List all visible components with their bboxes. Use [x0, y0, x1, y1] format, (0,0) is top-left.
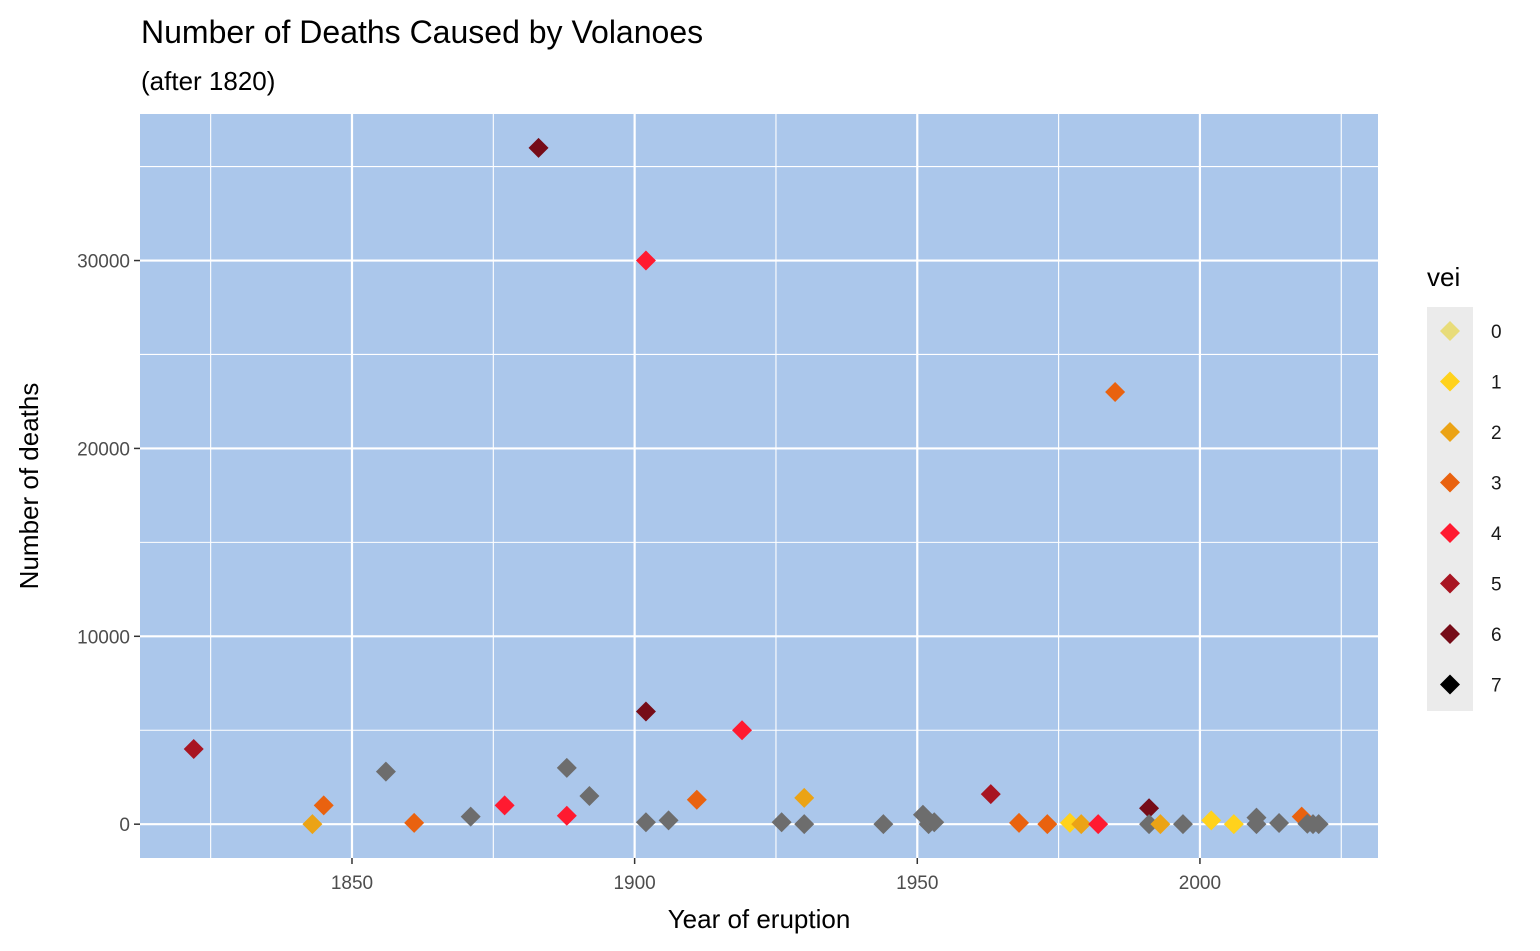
legend-items: 0 1 2 3 4 5 6 7: [1440, 321, 1502, 697]
legend-key-background: [1427, 307, 1473, 711]
data-point: [1308, 814, 1329, 835]
y-tick-label: 30000: [77, 252, 130, 273]
y-tick-label: 10000: [77, 627, 130, 648]
data-point: [183, 739, 204, 760]
data-point: [635, 812, 656, 833]
major-grid: [140, 114, 1378, 858]
y-axis-title: Number of deaths: [14, 383, 44, 590]
legend-label: 3: [1491, 474, 1502, 495]
data-point: [1037, 814, 1058, 835]
minor-grid: [140, 114, 1378, 858]
data-point: [732, 720, 753, 741]
data-point: [1201, 810, 1222, 831]
x-tick-label: 1900: [613, 873, 655, 894]
legend-label: 7: [1491, 676, 1502, 697]
data-point: [556, 805, 577, 826]
y-axis: 0 10000 20000 30000: [77, 252, 140, 836]
legend-key: [1440, 422, 1460, 442]
legend-label: 1: [1491, 373, 1502, 394]
data-point: [1009, 812, 1030, 833]
chart-title: Number of Deaths Caused by Volanoes: [141, 14, 703, 50]
x-axis-title: Year of eruption: [668, 904, 851, 934]
data-point: [635, 250, 656, 271]
y-tick-label: 0: [119, 815, 130, 836]
data-point: [579, 786, 600, 806]
legend-title: vei: [1427, 262, 1460, 292]
legend: vei 0 1 2 3 4 5 6 7: [1427, 262, 1502, 711]
data-point: [1139, 798, 1160, 819]
data-point: [1071, 814, 1092, 835]
data-point: [771, 812, 792, 833]
data-point: [528, 137, 549, 158]
data-point: [1105, 382, 1126, 403]
data-point: [313, 795, 334, 816]
legend-label: 6: [1491, 625, 1502, 646]
x-tick-label: 1850: [331, 873, 373, 894]
x-tick-label: 1950: [896, 873, 938, 894]
data-point: [794, 814, 815, 835]
data-point: [924, 812, 945, 833]
legend-key: [1440, 674, 1460, 695]
data-point: [658, 810, 679, 831]
legend-key: [1440, 624, 1460, 644]
data-point: [460, 806, 481, 827]
data-point: [302, 814, 323, 835]
legend-label: 2: [1491, 423, 1502, 444]
plot-panel: [140, 114, 1378, 858]
legend-key: [1440, 371, 1460, 392]
data-point: [1223, 814, 1244, 835]
data-point: [794, 787, 815, 808]
data-point: [1269, 813, 1290, 834]
legend-label: 4: [1491, 524, 1502, 545]
data-point: [375, 761, 396, 782]
data-point: [556, 757, 577, 778]
legend-key: [1440, 472, 1460, 493]
legend-key: [1440, 321, 1460, 341]
data-point: [873, 814, 894, 835]
data-points: [183, 137, 1329, 835]
data-point: [1088, 814, 1109, 835]
data-point: [1150, 814, 1171, 835]
data-point: [404, 812, 425, 833]
legend-key: [1440, 523, 1460, 543]
x-axis: 1850 1900 1950 2000: [331, 858, 1221, 894]
data-point: [980, 784, 1001, 805]
x-tick-label: 2000: [1179, 873, 1221, 894]
data-point: [494, 795, 515, 816]
data-point: [1246, 814, 1267, 835]
data-point: [1172, 814, 1193, 835]
legend-label: 5: [1491, 575, 1502, 596]
data-point: [1139, 814, 1160, 835]
data-point: [635, 701, 656, 722]
legend-label: 0: [1491, 322, 1502, 343]
legend-key: [1440, 573, 1460, 594]
y-tick-label: 20000: [77, 439, 130, 460]
data-point: [686, 789, 707, 810]
chart-subtitle: (after 1820): [141, 66, 275, 96]
